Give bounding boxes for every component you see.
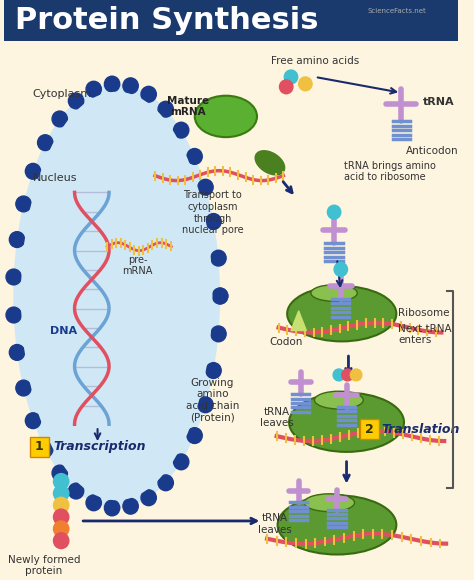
Text: tRNA
leaves: tRNA leaves: [260, 407, 293, 428]
Text: tRNA: tRNA: [423, 97, 455, 107]
Circle shape: [212, 288, 228, 304]
Text: 2: 2: [365, 423, 374, 436]
Circle shape: [141, 490, 156, 506]
Circle shape: [334, 263, 347, 276]
Circle shape: [68, 483, 84, 499]
Circle shape: [26, 413, 41, 429]
Circle shape: [187, 148, 202, 164]
Circle shape: [158, 102, 173, 117]
Text: Mature
mRNA: Mature mRNA: [166, 96, 209, 117]
Circle shape: [123, 78, 138, 94]
Circle shape: [37, 441, 53, 457]
Text: 1: 1: [35, 440, 44, 454]
Ellipse shape: [314, 391, 363, 409]
Circle shape: [54, 521, 69, 536]
Circle shape: [26, 164, 41, 179]
Circle shape: [212, 288, 228, 304]
Circle shape: [16, 380, 31, 396]
Text: Transport to
cytoplasm
through
nuclear pore: Transport to cytoplasm through nuclear p…: [182, 190, 243, 235]
Ellipse shape: [278, 495, 396, 554]
Text: Nucleus: Nucleus: [32, 173, 77, 183]
Circle shape: [350, 369, 362, 381]
Circle shape: [206, 213, 221, 229]
Text: Translation: Translation: [381, 423, 459, 436]
Text: DNA: DNA: [50, 325, 77, 335]
Circle shape: [158, 475, 173, 491]
Circle shape: [299, 77, 312, 91]
Text: tRNA brings amino
acid to ribosome: tRNA brings amino acid to ribosome: [344, 161, 436, 183]
Circle shape: [280, 80, 293, 94]
Text: Free amino acids: Free amino acids: [271, 56, 359, 66]
Circle shape: [68, 93, 84, 109]
Circle shape: [9, 231, 25, 248]
Text: Anticodon: Anticodon: [406, 146, 458, 156]
Circle shape: [284, 70, 298, 84]
Circle shape: [141, 86, 156, 102]
Circle shape: [328, 205, 341, 219]
Ellipse shape: [13, 84, 220, 508]
Circle shape: [6, 269, 21, 285]
Circle shape: [6, 307, 21, 323]
Circle shape: [86, 81, 101, 97]
Circle shape: [206, 362, 221, 378]
Polygon shape: [291, 311, 306, 331]
Ellipse shape: [255, 150, 285, 176]
Text: ScienceFacts.net: ScienceFacts.net: [368, 8, 426, 14]
Text: Growing
amino
acid chain
(Protein): Growing amino acid chain (Protein): [186, 378, 239, 423]
Circle shape: [211, 250, 226, 266]
Ellipse shape: [287, 286, 396, 342]
Text: pre-
mRNA: pre- mRNA: [123, 255, 153, 276]
Ellipse shape: [289, 393, 404, 452]
Ellipse shape: [195, 96, 257, 137]
Circle shape: [54, 497, 69, 513]
Circle shape: [173, 454, 189, 470]
Circle shape: [211, 326, 226, 342]
FancyBboxPatch shape: [360, 419, 379, 439]
Circle shape: [86, 495, 101, 511]
Circle shape: [198, 397, 213, 413]
Circle shape: [333, 369, 345, 381]
Text: Newly formed
protein: Newly formed protein: [8, 554, 80, 576]
Text: Next tRNA
enters: Next tRNA enters: [398, 324, 452, 345]
Circle shape: [54, 485, 69, 501]
Circle shape: [104, 76, 120, 92]
FancyBboxPatch shape: [4, 0, 457, 41]
Circle shape: [104, 500, 120, 516]
Ellipse shape: [21, 92, 212, 500]
Circle shape: [9, 345, 25, 360]
Text: tRNA
leaves: tRNA leaves: [258, 513, 292, 535]
Circle shape: [342, 369, 353, 381]
Circle shape: [54, 533, 69, 549]
Circle shape: [54, 509, 69, 525]
Text: Codon: Codon: [270, 338, 303, 347]
Circle shape: [198, 179, 213, 195]
Circle shape: [123, 498, 138, 514]
Circle shape: [187, 427, 202, 444]
Text: Cytoplasm: Cytoplasm: [32, 89, 91, 99]
Text: Protein Synthesis: Protein Synthesis: [15, 6, 319, 35]
Circle shape: [52, 111, 67, 127]
Circle shape: [54, 474, 69, 490]
Ellipse shape: [304, 494, 355, 512]
FancyBboxPatch shape: [29, 437, 49, 457]
Circle shape: [52, 465, 67, 481]
Ellipse shape: [311, 285, 357, 302]
Text: Transcription: Transcription: [54, 440, 146, 454]
Circle shape: [173, 122, 189, 138]
Circle shape: [16, 196, 31, 212]
Circle shape: [37, 135, 53, 151]
Text: Ribosome: Ribosome: [398, 308, 450, 318]
